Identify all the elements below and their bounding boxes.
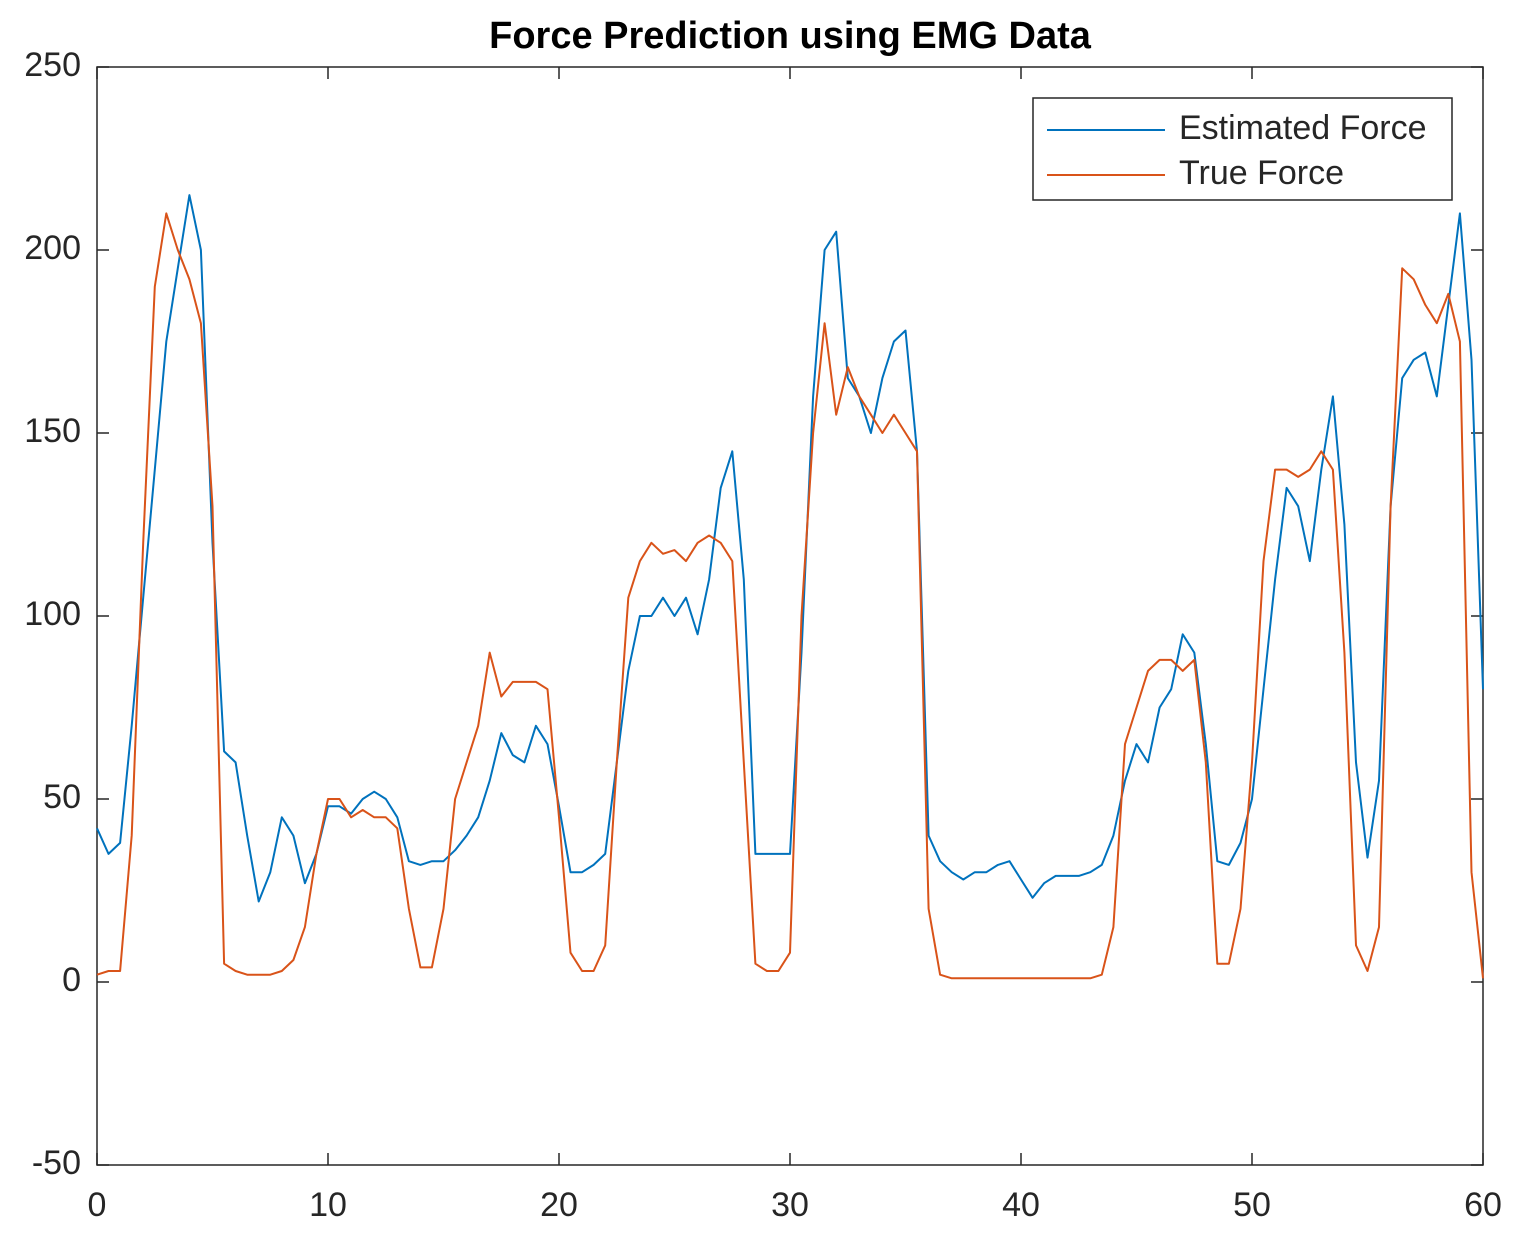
line-series	[96, 194, 1484, 903]
legend-label: True Force	[1179, 154, 1344, 192]
x-tick-label: 0	[88, 1186, 107, 1224]
x-tick-label: 40	[1002, 1186, 1040, 1224]
y-tick-label: 0	[62, 961, 81, 999]
x-tick-label: 10	[309, 1186, 347, 1224]
y-tick-label: 250	[24, 46, 81, 84]
line-series	[96, 212, 1484, 980]
x-tick-label: 50	[1233, 1186, 1271, 1224]
y-tick-label: 100	[24, 595, 81, 633]
chart-title: Force Prediction using EMG Data	[489, 15, 1092, 57]
y-tick-label: 200	[24, 229, 81, 267]
x-tick-label: 30	[771, 1186, 809, 1224]
legend-box	[1032, 97, 1453, 201]
legend-label: Estimated Force	[1179, 109, 1427, 147]
y-tick-label: 50	[43, 778, 81, 816]
y-tick-label: 150	[24, 412, 81, 450]
x-tick-label: 60	[1464, 1186, 1502, 1224]
y-tick-label: -50	[32, 1144, 81, 1182]
x-tick-label: 20	[540, 1186, 578, 1224]
plot-box	[96, 66, 1484, 1166]
